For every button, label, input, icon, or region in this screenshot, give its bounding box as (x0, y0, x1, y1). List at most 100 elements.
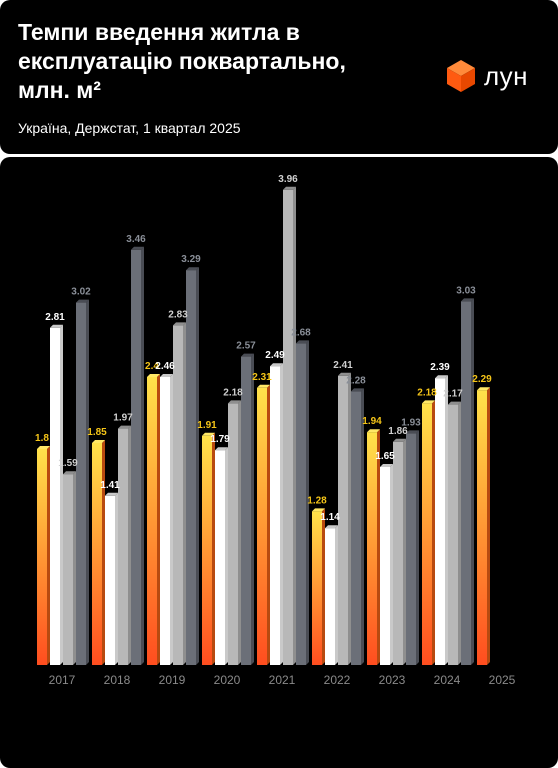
bar-top (257, 384, 270, 388)
bar-2024-q3 (448, 404, 458, 665)
bar-top (367, 429, 380, 433)
value-label-2022-q1: 1.28 (307, 495, 327, 506)
bar-side (183, 322, 186, 665)
bar-top (37, 446, 50, 449)
bar-side (403, 438, 406, 665)
bar-2024-q1 (422, 403, 432, 665)
bar-top (76, 299, 89, 303)
bar-top (92, 440, 105, 443)
x-tick-2020: 2020 (214, 673, 241, 687)
bar-top (160, 374, 173, 377)
value-label-2018-q2: 1.41 (100, 480, 120, 491)
bar-side (361, 388, 364, 665)
bar-side (141, 246, 144, 666)
value-label-2017-q2: 2.81 (45, 312, 65, 323)
value-label-2022-q2: 1.14 (320, 512, 340, 523)
brand-logo-text: лун (484, 60, 529, 91)
value-label-2025-q1: 2.29 (472, 374, 492, 385)
bar-2025-q1 (477, 390, 487, 665)
value-label-2019-q3: 2.83 (168, 309, 188, 320)
value-label-2023-q4: 1.93 (401, 417, 421, 428)
bar-2019-q3 (173, 325, 183, 665)
value-label-2023-q2: 1.65 (375, 451, 395, 462)
bar-side (471, 298, 474, 665)
bar-side (280, 363, 283, 665)
bar-top (351, 388, 364, 392)
bar-top (435, 375, 448, 379)
bar-top (461, 298, 474, 302)
value-label-2019-q4: 3.29 (181, 254, 201, 265)
x-tick-2019: 2019 (159, 673, 186, 687)
value-label-2021-q1: 2.31 (252, 372, 272, 383)
value-label-2023-q1: 1.94 (362, 416, 382, 427)
x-tick-2021: 2021 (269, 673, 296, 687)
bar-side (170, 374, 173, 665)
bar-side (225, 447, 228, 665)
value-label-2020-q2: 1.79 (210, 434, 230, 445)
bar-2022-q1 (312, 511, 322, 665)
bar-side (377, 429, 380, 665)
bar-side (73, 471, 76, 665)
bar-2021-q2 (270, 366, 280, 665)
bar-2018-q3 (118, 428, 128, 665)
bar-2017-q1 (37, 449, 47, 665)
x-tick-2017: 2017 (49, 673, 76, 687)
bar-top (312, 508, 325, 512)
value-label-2017-q1: 1.8 (35, 433, 49, 444)
bar-2017-q4 (76, 302, 86, 665)
value-label-2018-q3: 1.97 (113, 413, 133, 424)
x-tick-2023: 2023 (379, 673, 406, 687)
bar-side (432, 400, 435, 665)
bar-2017-q2 (50, 327, 60, 665)
value-label-2024-q3: 2.17 (443, 389, 463, 400)
bar-side (445, 375, 448, 665)
value-label-2019-q2: 2.46 (155, 361, 175, 372)
bar-side (390, 464, 393, 665)
bar-2023-q3 (393, 441, 403, 665)
bar-2022-q2 (325, 528, 335, 665)
bar-2021-q4 (296, 343, 306, 665)
bar-side (348, 372, 351, 665)
bar-top (147, 374, 160, 377)
bar-side (102, 440, 105, 665)
value-label-2020-q3: 2.18 (223, 387, 243, 398)
bar-2017-q3 (63, 474, 73, 665)
value-label-2017-q4: 3.02 (71, 287, 91, 298)
chart-title: Темпи введення житла в експлуатацію покв… (18, 19, 346, 103)
bar-2020-q3 (228, 403, 238, 665)
bar-2024-q4 (461, 301, 471, 665)
value-label-2020-q1: 1.91 (197, 420, 217, 431)
bar-side (458, 401, 461, 665)
bar-side (115, 492, 118, 665)
bar-side (267, 384, 270, 665)
value-label-2018-q1: 1.85 (87, 427, 107, 438)
bar-top (131, 246, 144, 250)
bar-2018-q1 (92, 443, 102, 665)
chart-card: 1.8 2.81 1.59 3.02 1.85 1.41 1.97 3.46 2.4 2.46 2.… (0, 157, 558, 768)
brand-logo: лун (446, 58, 528, 94)
bar-top (215, 447, 228, 451)
bar-side (157, 374, 160, 665)
value-label-2019-q1: 2.4 (145, 361, 159, 372)
bar-top (173, 322, 186, 326)
bar-side (212, 432, 215, 665)
bar-2021-q3 (283, 189, 293, 666)
cube-logo-icon (447, 60, 475, 92)
bar-2019-q4 (186, 270, 196, 665)
bar-2023-q2 (380, 467, 390, 665)
bar-top (477, 387, 490, 391)
bar-top (393, 438, 406, 442)
value-label-2024-q1: 2.18 (417, 387, 437, 398)
bar-side (251, 353, 254, 665)
value-label-2024-q4: 3.03 (456, 285, 476, 296)
bar-top (283, 186, 296, 190)
bar-side (293, 186, 296, 666)
x-tick-2025: 2025 (489, 673, 516, 687)
bar-side (306, 340, 309, 665)
bar-2018-q4 (131, 249, 141, 666)
bar-2022-q3 (338, 375, 348, 665)
bar-2020-q2 (215, 450, 225, 665)
bar-2022-q4 (351, 391, 361, 665)
header-card: Темпи введення житла в експлуатацію покв… (0, 0, 558, 154)
bar-2021-q1 (257, 387, 267, 665)
